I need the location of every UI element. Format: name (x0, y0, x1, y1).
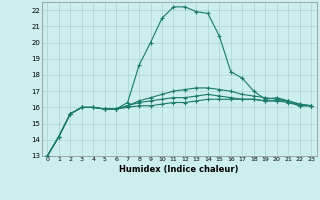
X-axis label: Humidex (Indice chaleur): Humidex (Indice chaleur) (119, 165, 239, 174)
